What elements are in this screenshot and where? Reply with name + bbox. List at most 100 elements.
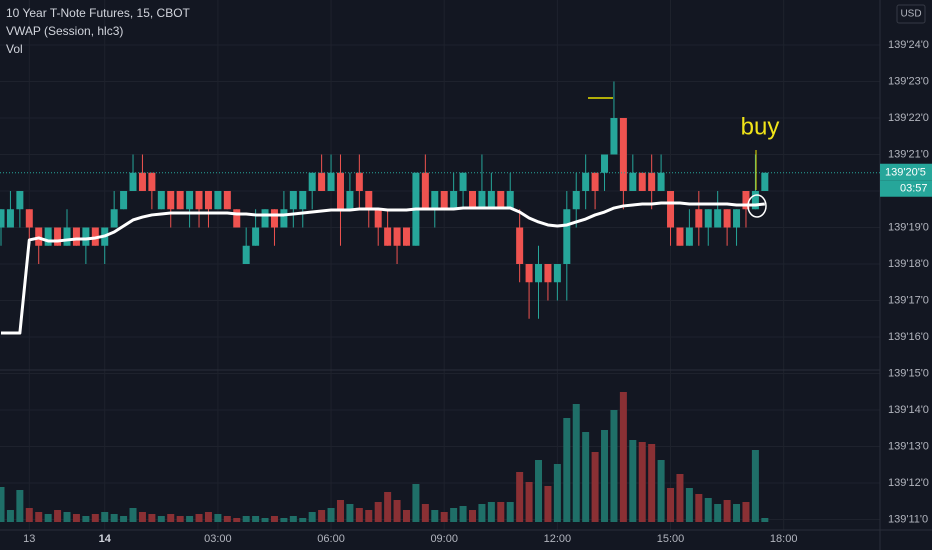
- candle-body: [110, 209, 118, 228]
- candle-body: [535, 264, 543, 283]
- volume-bar: [204, 512, 212, 522]
- volume-bar: [469, 510, 476, 522]
- volume-bar: [289, 516, 297, 522]
- currency-box[interactable]: [896, 4, 926, 24]
- candle-body: [148, 172, 156, 191]
- candle-body: [374, 209, 382, 228]
- y-tick-label: 139'11'0: [888, 513, 928, 525]
- annotation: buy: [741, 113, 780, 140]
- countdown-box: [880, 180, 932, 197]
- volume-bar: [440, 512, 448, 522]
- candle-body: [685, 227, 693, 246]
- candle-body: [544, 264, 552, 283]
- volume-bar: [610, 410, 618, 522]
- volume-bar: [421, 504, 429, 522]
- candle-body: [733, 209, 741, 228]
- candle-body: [157, 190, 165, 210]
- volume-bar: [714, 504, 722, 522]
- countdown-label: 03:57: [900, 183, 928, 195]
- volume-bar: [572, 404, 580, 522]
- x-tick-label: 15:00: [657, 533, 685, 545]
- x-tick-label: 14: [99, 533, 112, 545]
- candle-body: [421, 172, 429, 210]
- y-tick-label: 139'14'0: [888, 404, 929, 416]
- currency[interactable]: USD: [900, 9, 921, 20]
- candle-body: [233, 209, 241, 228]
- y-tick-label: 139'18'0: [888, 258, 929, 270]
- volume-bar: [167, 514, 175, 522]
- last-price-box: [880, 163, 932, 181]
- volume-bar: [110, 514, 118, 522]
- volume-bar: [582, 432, 590, 522]
- volume-bar: [261, 518, 269, 522]
- candle-body: [25, 209, 33, 228]
- volume-bar: [44, 514, 52, 522]
- candle-body: [582, 172, 590, 191]
- candle-body: [214, 190, 222, 210]
- candle-body: [459, 172, 467, 191]
- volume-bar: [91, 514, 99, 522]
- x-tick-label: 18:00: [770, 533, 798, 545]
- volume-bar: [327, 508, 335, 522]
- volume-bar: [186, 516, 194, 522]
- candle-body: [365, 190, 373, 210]
- volume-bar: [478, 504, 486, 522]
- candle-body: [327, 172, 335, 191]
- vwap-line: [1, 201, 765, 335]
- volume-bar: [242, 516, 250, 522]
- volume-bar: [270, 516, 278, 522]
- x-tick-label: 12:00: [544, 533, 572, 545]
- marks: [0, 81, 880, 522]
- volume-bar: [402, 510, 410, 522]
- candle-body: [280, 209, 288, 228]
- candle-body: [516, 227, 524, 264]
- drawing-circle: [747, 194, 767, 218]
- candle-body: [393, 227, 401, 246]
- candle-body: [525, 264, 533, 283]
- candle-body: [120, 190, 128, 210]
- chart-title: 10 Year T-Note Futures, 15, CBOT: [6, 6, 191, 20]
- volume-bar: [120, 516, 128, 522]
- candle-body: [761, 172, 769, 191]
- volume-bar: [742, 502, 750, 522]
- volume-bar: [195, 514, 203, 522]
- volume-bar: [733, 504, 741, 522]
- x-tick-label: 09:00: [430, 533, 458, 545]
- volume-bar: [374, 502, 382, 522]
- volume-bar: [619, 392, 627, 522]
- volume-bar: [6, 510, 14, 522]
- volume-bar: [525, 482, 533, 522]
- volume-bar: [318, 510, 326, 522]
- volume-bar: [676, 474, 684, 522]
- volume-bar: [35, 512, 43, 522]
- candle-body: [63, 227, 71, 246]
- x-tick-label: 13: [23, 533, 35, 545]
- candle-body: [638, 172, 646, 191]
- candle-body: [138, 172, 146, 191]
- candle-body: [82, 227, 90, 246]
- x-tick-label: 06:00: [317, 533, 345, 545]
- candle-body: [72, 227, 80, 246]
- volume-bar: [280, 518, 288, 522]
- candle-body: [478, 190, 486, 210]
- candle-body: [676, 227, 684, 246]
- volume-bar: [308, 512, 316, 522]
- volume-bar: [138, 512, 146, 522]
- candle-body: [563, 209, 571, 264]
- candle-body: [355, 172, 363, 191]
- candle-body: [506, 190, 514, 210]
- candle-body: [261, 209, 269, 228]
- volume-bar: [591, 452, 599, 522]
- volume-bar: [72, 514, 80, 522]
- y-tick-label: 139'23'0: [888, 75, 929, 87]
- volume-bar: [336, 500, 344, 522]
- candle-body: [16, 190, 24, 210]
- candle-body: [431, 190, 439, 210]
- y-tick-label: 139'24'0: [888, 39, 929, 51]
- candle-body: [629, 172, 637, 191]
- candle-body: [695, 209, 703, 228]
- candle-body: [572, 190, 580, 210]
- candle-body: [648, 172, 656, 191]
